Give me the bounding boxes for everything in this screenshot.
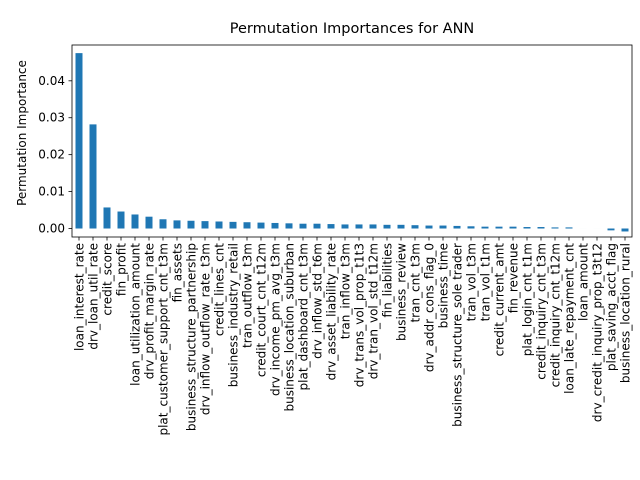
bar (509, 226, 517, 229)
bar (75, 53, 83, 229)
x-tick-label: fin_profit (115, 243, 129, 296)
x-tick-label: credit_lines_cnt (213, 243, 227, 336)
x-tick-label: tran_vol_t1m (479, 243, 493, 321)
bar (621, 228, 629, 232)
x-tick-label: credit_inquiry_cnt_t3m (535, 243, 549, 380)
x-tick-label: fin_assets (171, 243, 185, 302)
x-tick-label: business_structure_partnership (185, 243, 199, 431)
y-tick-label: 0.00 (38, 222, 65, 236)
x-tick-label: loan_interest_rate (73, 243, 87, 351)
x-tick-label: credit_inquiry_cnt_t12m (549, 243, 563, 387)
y-tick-label: 0.01 (38, 185, 65, 199)
x-tick-label: credit_court_cnt_t12m (255, 243, 269, 377)
x-tick-label: credit_score (101, 243, 115, 316)
x-tick-label: drv_addr_cons_flag_0 (423, 243, 437, 372)
bar (173, 220, 181, 229)
bar (229, 221, 237, 229)
bar (257, 222, 265, 229)
bar (215, 221, 223, 229)
bar (481, 226, 489, 229)
x-tick-label: drv_trans_vol_prop_t1t3 (353, 243, 367, 387)
bar (201, 221, 209, 229)
bar (187, 220, 195, 229)
y-tick-label: 0.04 (38, 74, 65, 88)
bar (243, 222, 251, 229)
x-tick-label: plat_saving_acct_flag (605, 243, 619, 371)
x-tick-label: loan_amount (577, 243, 591, 321)
bar (551, 227, 559, 229)
x-tick-label: drv_asset_liability_rate (325, 243, 339, 380)
x-tick-label: business_review (395, 243, 409, 341)
plot-area: loan_interest_rate drv_loan_util_rate cred… (38, 44, 633, 436)
x-tick-label: plat_login_cnt_t1m (521, 243, 535, 356)
x-tick-label: tran_cnt_t3m (409, 243, 423, 323)
bar (537, 227, 545, 229)
bar (327, 224, 335, 229)
x-tick-label: loan_utilization_amount (129, 243, 143, 386)
bar (607, 228, 615, 231)
x-tick-label: plat_customer_support_cnt_t3m (157, 243, 171, 436)
y-tick-label: 0.02 (38, 148, 65, 162)
x-tick-label: credit_current_amt (493, 243, 507, 357)
bar (103, 207, 111, 229)
x-tick-label: drv_inflow_std_t6m (311, 243, 325, 359)
bar (411, 225, 419, 229)
bar (299, 223, 307, 229)
bar (369, 224, 377, 229)
bar (271, 222, 279, 229)
x-tick-label: drv_profit_margin_rate (143, 243, 157, 379)
x-tick-label: business_structure_sole trader (451, 243, 465, 427)
x-tick-label: tran_outflow_t3m (241, 243, 255, 348)
x-tick-label: drv_income_pm_avg_t3m (269, 243, 283, 396)
y-axis-label: Permutation Importance (15, 60, 29, 206)
bar (425, 225, 433, 229)
x-tick-label: drv_loan_util_rate (87, 243, 101, 350)
bar (341, 224, 349, 229)
plot-frame (71, 44, 633, 238)
bar (313, 223, 321, 229)
bar (131, 214, 139, 229)
bar (285, 223, 293, 229)
bar (355, 224, 363, 229)
x-tick-label: tran_vol_t3m (465, 243, 479, 321)
chart-title: Permutation Importances for ANN (230, 21, 475, 37)
bar (495, 226, 503, 229)
x-tick-label: drv_tran_vol_std_t12m (367, 243, 381, 379)
x-tick-label: fin_liabilities (381, 243, 395, 317)
x-tick-label: tran_inflow_t3m (339, 243, 353, 339)
x-tick-label: business_location_suburban (283, 243, 297, 412)
bar (145, 216, 153, 229)
bar (383, 224, 391, 229)
bar (467, 226, 475, 229)
x-tick-label: fin_revenue (507, 243, 521, 313)
x-tick-label: loan_late_repayment_cnt (563, 243, 577, 394)
y-tick-label: 0.03 (38, 111, 65, 125)
bar (565, 227, 573, 229)
bar (89, 124, 97, 229)
bar (453, 225, 461, 229)
bar (159, 219, 167, 229)
x-tick-label: plat_dashboard_cnt_t3m (297, 243, 311, 390)
x-tick-label: drv_inflow_outflow_rate_t3m (199, 243, 213, 415)
bar (439, 225, 447, 229)
bar (523, 227, 531, 229)
bar (117, 211, 125, 229)
x-tick-label: business_industry_retail (227, 243, 241, 387)
x-tick-label: drv_credit_inquiry_prop_t3t12 (591, 243, 605, 422)
x-tick-label: business_time (437, 243, 451, 328)
bar (397, 224, 405, 229)
x-tick-label: business_location_rural (619, 243, 633, 383)
